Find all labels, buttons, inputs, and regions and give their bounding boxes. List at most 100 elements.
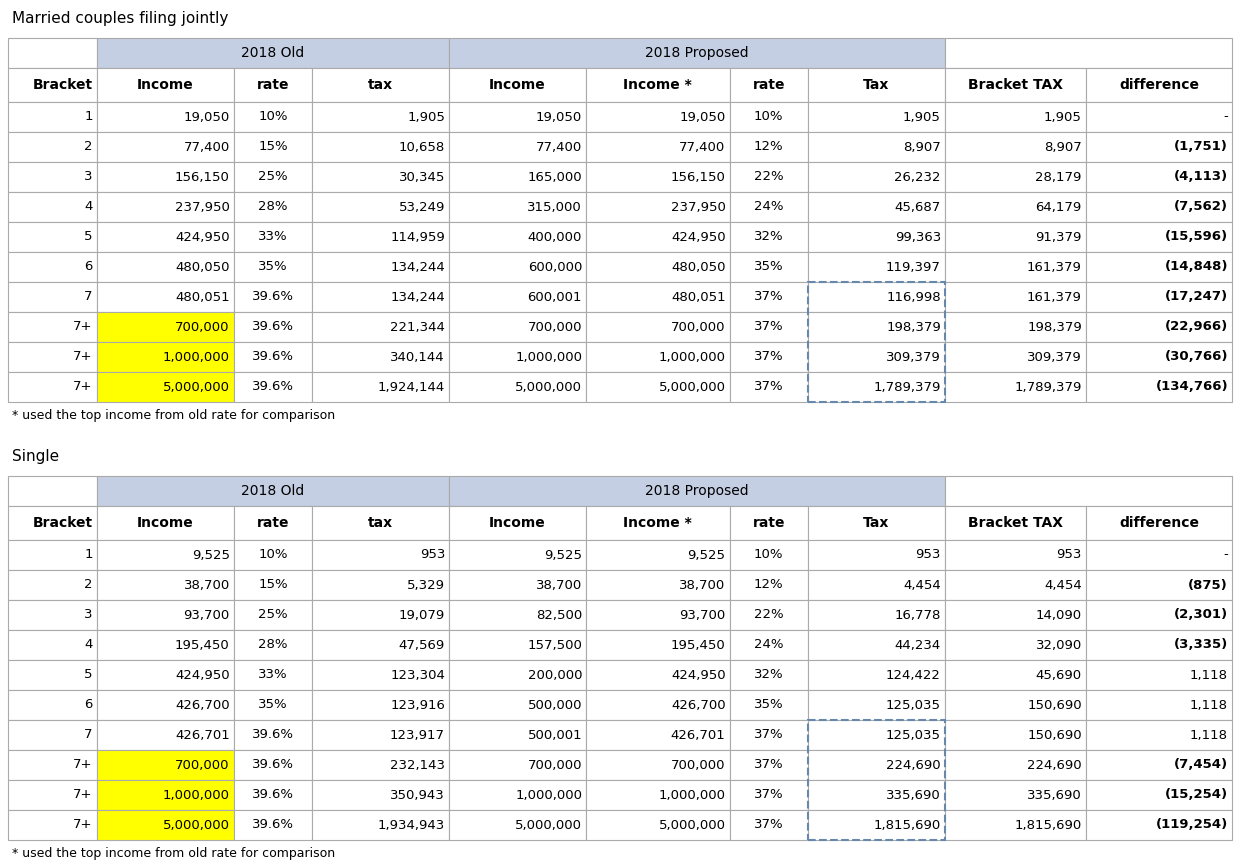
Text: 5,329: 5,329 bbox=[407, 578, 445, 591]
Text: 37%: 37% bbox=[754, 320, 784, 333]
Bar bbox=[7, 162, 97, 192]
Bar bbox=[449, 540, 587, 570]
Text: 700,000: 700,000 bbox=[175, 759, 229, 772]
Text: 7: 7 bbox=[84, 290, 93, 303]
Bar bbox=[808, 506, 945, 540]
Text: 39.6%: 39.6% bbox=[252, 380, 294, 393]
Bar bbox=[945, 506, 1086, 540]
Text: 26,232: 26,232 bbox=[894, 171, 941, 184]
Text: 224,690: 224,690 bbox=[887, 759, 941, 772]
Bar bbox=[234, 342, 312, 372]
Bar bbox=[587, 506, 729, 540]
Text: Bracket TAX: Bracket TAX bbox=[968, 516, 1063, 530]
Text: 35%: 35% bbox=[754, 261, 784, 274]
Bar bbox=[7, 810, 97, 840]
Bar bbox=[234, 690, 312, 720]
Text: 600,001: 600,001 bbox=[527, 290, 582, 303]
Bar bbox=[808, 132, 945, 162]
Text: 426,701: 426,701 bbox=[175, 728, 229, 741]
Text: 10%: 10% bbox=[258, 111, 288, 124]
Text: 7+: 7+ bbox=[73, 351, 93, 364]
Bar bbox=[97, 312, 234, 342]
Text: 93,700: 93,700 bbox=[184, 609, 229, 622]
Bar bbox=[97, 570, 234, 600]
Bar bbox=[449, 570, 587, 600]
Text: 37%: 37% bbox=[754, 789, 784, 802]
Text: 24%: 24% bbox=[754, 638, 784, 651]
Bar bbox=[7, 342, 97, 372]
Bar bbox=[97, 660, 234, 690]
Bar bbox=[234, 68, 312, 102]
Bar bbox=[587, 540, 729, 570]
Bar bbox=[945, 252, 1086, 282]
Text: Tax: Tax bbox=[863, 516, 889, 530]
Text: (7,454): (7,454) bbox=[1174, 759, 1228, 772]
Text: 4: 4 bbox=[84, 638, 93, 651]
Bar bbox=[945, 540, 1086, 570]
Bar bbox=[729, 372, 808, 402]
Bar bbox=[312, 252, 449, 282]
Text: 340,144: 340,144 bbox=[391, 351, 445, 364]
Text: (875): (875) bbox=[1188, 578, 1228, 591]
Bar bbox=[945, 132, 1086, 162]
Text: 39.6%: 39.6% bbox=[252, 351, 294, 364]
Text: 114,959: 114,959 bbox=[391, 230, 445, 243]
Text: 700,000: 700,000 bbox=[671, 320, 725, 333]
Bar bbox=[808, 282, 945, 312]
Bar bbox=[312, 192, 449, 222]
Text: 7: 7 bbox=[84, 728, 93, 741]
Text: rate: rate bbox=[753, 78, 785, 92]
Bar bbox=[1086, 132, 1233, 162]
Bar bbox=[7, 102, 97, 132]
Bar bbox=[729, 660, 808, 690]
Text: 25%: 25% bbox=[258, 171, 288, 184]
Text: Income: Income bbox=[136, 516, 193, 530]
Text: 198,379: 198,379 bbox=[1027, 320, 1081, 333]
Text: * used the top income from old rate for comparison: * used the top income from old rate for … bbox=[12, 846, 335, 859]
Bar bbox=[729, 720, 808, 750]
Text: Married couples filing jointly: Married couples filing jointly bbox=[12, 10, 228, 25]
Text: 123,304: 123,304 bbox=[391, 669, 445, 682]
Bar bbox=[312, 102, 449, 132]
Bar bbox=[587, 810, 729, 840]
Text: 480,051: 480,051 bbox=[671, 290, 725, 303]
Bar bbox=[729, 222, 808, 252]
Bar bbox=[729, 192, 808, 222]
Bar bbox=[449, 132, 587, 162]
Bar bbox=[312, 506, 449, 540]
Bar bbox=[449, 282, 587, 312]
Text: 10%: 10% bbox=[754, 111, 784, 124]
Text: 5,000,000: 5,000,000 bbox=[658, 818, 725, 831]
Bar bbox=[312, 810, 449, 840]
Text: 19,050: 19,050 bbox=[536, 111, 582, 124]
Bar bbox=[97, 132, 234, 162]
Text: 32%: 32% bbox=[754, 230, 784, 243]
Text: 77,400: 77,400 bbox=[680, 140, 725, 153]
Bar bbox=[729, 68, 808, 102]
Text: 500,001: 500,001 bbox=[527, 728, 582, 741]
Text: 426,700: 426,700 bbox=[671, 699, 725, 712]
Text: (2,301): (2,301) bbox=[1174, 609, 1228, 622]
Bar bbox=[7, 222, 97, 252]
Text: 426,701: 426,701 bbox=[671, 728, 725, 741]
Text: (15,254): (15,254) bbox=[1164, 789, 1228, 802]
Text: 157,500: 157,500 bbox=[527, 638, 582, 651]
Bar bbox=[97, 342, 234, 372]
Text: Income: Income bbox=[490, 516, 546, 530]
Bar bbox=[97, 372, 234, 402]
Text: 7+: 7+ bbox=[73, 789, 93, 802]
Text: 30,345: 30,345 bbox=[399, 171, 445, 184]
Bar bbox=[449, 222, 587, 252]
Text: (1,751): (1,751) bbox=[1174, 140, 1228, 153]
Bar bbox=[1086, 372, 1233, 402]
Bar bbox=[234, 162, 312, 192]
Bar bbox=[7, 38, 97, 68]
Bar bbox=[312, 660, 449, 690]
Bar bbox=[449, 506, 587, 540]
Text: 1,000,000: 1,000,000 bbox=[658, 789, 725, 802]
Text: tax: tax bbox=[368, 78, 393, 92]
Bar bbox=[7, 630, 97, 660]
Text: (22,966): (22,966) bbox=[1164, 320, 1228, 333]
Text: 1,905: 1,905 bbox=[407, 111, 445, 124]
Text: 1,118: 1,118 bbox=[1190, 699, 1228, 712]
